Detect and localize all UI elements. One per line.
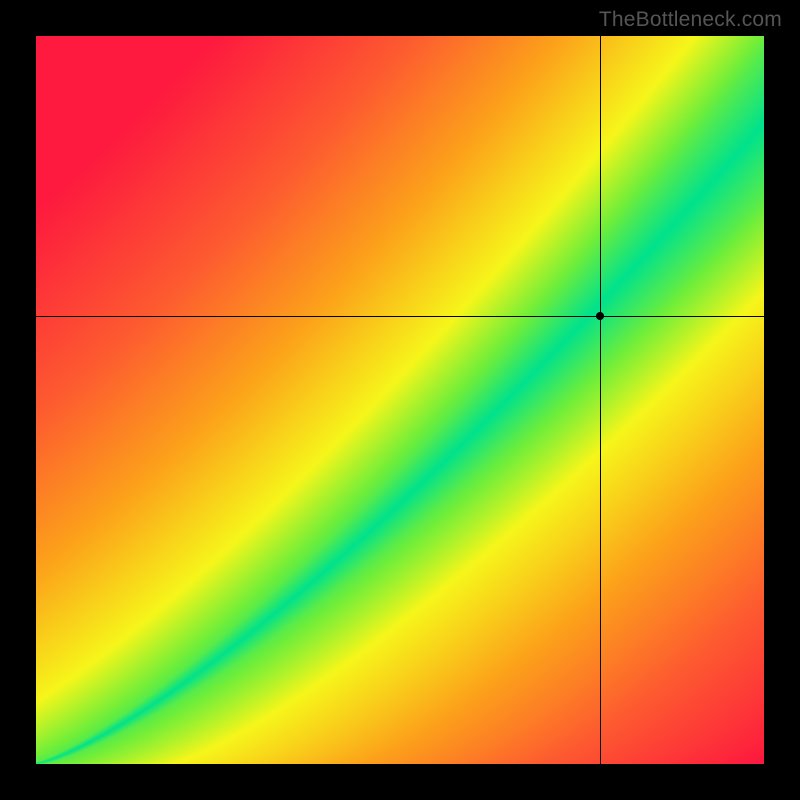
watermark-text: TheBottleneck.com <box>599 8 782 32</box>
crosshair-vertical <box>600 36 601 764</box>
crosshair-dot <box>596 312 604 320</box>
heatmap-canvas <box>36 36 764 764</box>
crosshair-horizontal <box>36 316 764 317</box>
heatmap-chart <box>36 36 764 764</box>
